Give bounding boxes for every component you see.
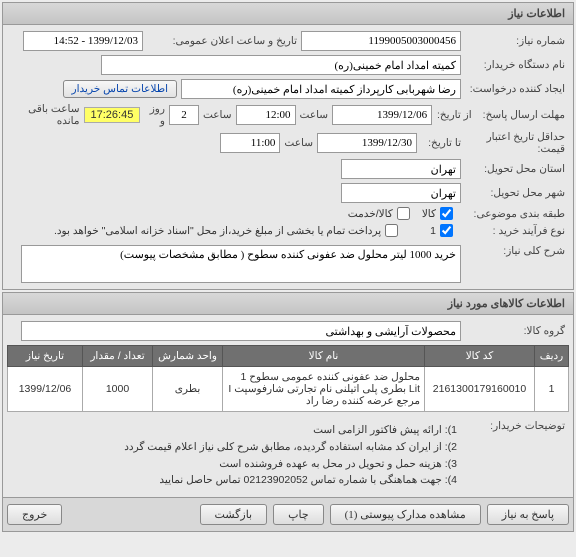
th-date: تاریخ نیاز xyxy=(8,346,83,367)
footer-toolbar: پاسخ به نیاز مشاهده مدارک پیوستی (1) چاپ… xyxy=(3,497,573,531)
deliver-city-field[interactable] xyxy=(341,183,461,203)
process-note-label: پرداخت تمام یا بخشی از مبلغ خرید،از محل … xyxy=(54,225,381,237)
contact-button[interactable]: اطلاعات تماس خریدار xyxy=(63,80,177,98)
items-panel: اطلاعات کالاهای مورد نیاز گروه کالا: ردی… xyxy=(2,292,574,532)
note-line-2: 2): از ایران کد مشابه استفاده گردیده، مط… xyxy=(15,439,457,456)
desc-label: شرح کلی نیاز: xyxy=(465,245,565,257)
cell-name: محلول ضد عفونی کننده عمومی سطوح 1 Lit بط… xyxy=(223,367,425,412)
cell-unit: بطری xyxy=(153,367,223,412)
group-field[interactable] xyxy=(21,321,461,341)
price-valid-label: حداقل تاریخ اعتبار قیمت: xyxy=(465,131,565,155)
th-code: کد کالا xyxy=(425,346,535,367)
table-row[interactable]: 1 2161300179160010 محلول ضد عفونی کننده … xyxy=(8,367,569,412)
th-name: نام کالا xyxy=(223,346,425,367)
items-panel-header: اطلاعات کالاهای مورد نیاز xyxy=(3,293,573,315)
from-date-label: از تاریخ: xyxy=(436,109,472,121)
deliver-prov-field[interactable] xyxy=(341,159,461,179)
pack-service-checkbox[interactable] xyxy=(397,207,410,220)
note-line-3: 3): هزینه حمل و تحویل در محل به عهده فرو… xyxy=(15,456,457,473)
back-button[interactable]: بازگشت xyxy=(200,504,268,525)
pack-service-label: کالا/خدمت xyxy=(348,208,393,220)
buyer-org-field[interactable] xyxy=(101,55,461,75)
th-qty: تعداد / مقدار xyxy=(83,346,153,367)
info-panel-header: اطلاعات نیاز xyxy=(3,3,573,25)
pub-datetime-field[interactable] xyxy=(23,31,143,51)
desc-field[interactable] xyxy=(21,245,461,283)
cell-qty: 1000 xyxy=(83,367,153,412)
time-label-1: ساعت xyxy=(300,109,329,121)
print-button[interactable]: چاپ xyxy=(273,504,324,525)
cell-date: 1399/12/06 xyxy=(8,367,83,412)
items-table: ردیف کد کالا نام کالا واحد شمارش تعداد /… xyxy=(7,345,569,412)
exit-button[interactable]: خروج xyxy=(7,504,62,525)
need-no-field[interactable] xyxy=(301,31,461,51)
th-row: ردیف xyxy=(535,346,569,367)
process-1-label: 1 xyxy=(430,225,436,237)
deliver-prov-label: استان محل تحویل: xyxy=(465,163,565,175)
attachments-button[interactable]: مشاهده مدارک پیوستی (1) xyxy=(330,504,481,525)
deadline-date-field[interactable] xyxy=(332,105,432,125)
price-valid-date-field[interactable] xyxy=(317,133,417,153)
note-line-4: 4): جهت هماهنگی با شماره تماس 0212390205… xyxy=(15,472,457,489)
buyer-notes: 1): ارائه پیش فاکتور الزامی است 2): از ا… xyxy=(11,420,461,491)
days-and-label: روز و xyxy=(144,103,165,127)
note-line-1: 1): ارائه پیش فاکتور الزامی است xyxy=(15,422,457,439)
time-label-3: ساعت xyxy=(284,137,313,149)
buyer-notes-label: توضیحات خریدار: xyxy=(465,420,565,432)
deadline-days-field[interactable] xyxy=(169,105,199,125)
process-note-checkbox[interactable] xyxy=(385,224,398,237)
reply-button[interactable]: پاسخ به نیاز xyxy=(487,504,569,525)
pack-goods-label: کالا xyxy=(422,208,436,220)
pub-datetime-label: تاریخ و ساعت اعلان عمومی: xyxy=(147,35,297,47)
info-panel: اطلاعات نیاز شماره نیاز: تاریخ و ساعت اع… xyxy=(2,2,574,290)
creator-label: ایجاد کننده درخواست: xyxy=(465,83,565,95)
deadline-time-field[interactable] xyxy=(236,105,296,125)
to-date-label: تا تاریخ: xyxy=(421,137,461,149)
deadline-label: مهلت ارسال پاسخ: xyxy=(476,109,565,121)
process-1-check[interactable]: 1 xyxy=(430,224,453,237)
pack-goods-checkbox[interactable] xyxy=(440,207,453,220)
remain-label: ساعت باقی مانده xyxy=(11,103,80,127)
pack-goods-check[interactable]: کالا xyxy=(422,207,453,220)
pack-label: طبقه بندی موضوعی: xyxy=(465,208,565,220)
group-label: گروه کالا: xyxy=(465,325,565,337)
countdown-badge: 17:26:45 xyxy=(84,107,141,123)
deliver-city-label: شهر محل تحویل: xyxy=(465,187,565,199)
need-no-label: شماره نیاز: xyxy=(465,35,565,47)
creator-field[interactable] xyxy=(181,79,461,99)
time-label-2: ساعت xyxy=(203,109,232,121)
price-valid-time-field[interactable] xyxy=(220,133,280,153)
buyer-org-label: نام دستگاه خریدار: xyxy=(465,59,565,71)
cell-code: 2161300179160010 xyxy=(425,367,535,412)
pack-service-check[interactable]: کالا/خدمت xyxy=(348,207,410,220)
process-note-check[interactable]: پرداخت تمام یا بخشی از مبلغ خرید،از محل … xyxy=(54,224,398,237)
process-1-checkbox[interactable] xyxy=(440,224,453,237)
info-form: شماره نیاز: تاریخ و ساعت اعلان عمومی: نا… xyxy=(3,25,573,289)
cell-row: 1 xyxy=(535,367,569,412)
th-unit: واحد شمارش xyxy=(153,346,223,367)
process-label: نوع فرآیند خرید : xyxy=(465,225,565,237)
